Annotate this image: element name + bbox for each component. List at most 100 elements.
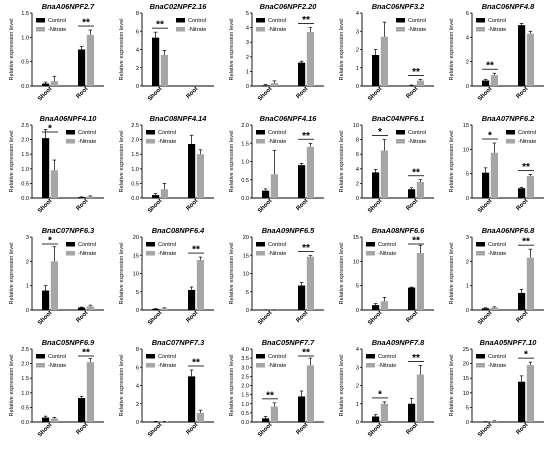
bar	[518, 381, 526, 422]
y-tick-label: 2	[136, 66, 139, 72]
legend-label: -Nitrate	[488, 363, 506, 369]
x-category-label: Root	[186, 310, 200, 324]
legend-swatch	[256, 251, 265, 256]
bar	[86, 306, 94, 310]
y-tick-label: 0	[26, 308, 29, 314]
x-category-label: Root	[76, 310, 90, 324]
legend-label: -Nitrate	[268, 27, 286, 33]
legend-label: -Nitrate	[378, 251, 396, 257]
bar	[160, 189, 168, 198]
bar	[490, 421, 498, 422]
x-category-label: Root	[516, 310, 530, 324]
x-category-label: Root	[186, 86, 200, 100]
y-tick-label: 25	[463, 347, 469, 353]
bar	[372, 305, 380, 310]
bar	[270, 174, 278, 198]
y-tick-label: 0.0	[21, 196, 29, 202]
legend-swatch	[66, 251, 75, 256]
significance-marker: *	[378, 389, 382, 400]
bar	[490, 307, 498, 310]
x-category-label: Shoot	[367, 198, 383, 214]
legend-label: Control	[268, 18, 286, 24]
chart-title: BnaC02NPF2.16	[150, 2, 208, 11]
chart-title: BnaC07NPF6.3	[42, 226, 95, 235]
y-tick-label: 3	[246, 40, 249, 46]
y-axis-label: Relative expression level	[449, 19, 455, 81]
y-tick-label: 15	[463, 376, 469, 382]
y-tick-label: 4	[356, 167, 359, 173]
y-tick-label: 15	[463, 123, 469, 129]
chart-title: BnaC08NPF6.4	[152, 226, 205, 235]
y-axis-label: Relative expression level	[449, 243, 455, 305]
chart-panel: BnaC06NPF4.8 Relative expression level 0 2 4…	[449, 2, 544, 102]
y-tick-label: 10	[353, 259, 359, 265]
bar	[416, 374, 424, 422]
bar	[78, 398, 86, 422]
y-tick-label: 4	[136, 48, 139, 54]
y-axis-label: Relative expression level	[119, 355, 125, 417]
bar	[262, 418, 270, 422]
significance-marker: **	[302, 131, 310, 142]
y-tick-label: 2.5	[131, 123, 139, 129]
y-tick-label: 2	[356, 384, 359, 390]
legend-swatch	[506, 130, 515, 135]
bar	[196, 412, 204, 422]
legend-swatch	[366, 354, 375, 359]
significance-marker: **	[156, 20, 164, 31]
bar	[526, 33, 534, 86]
bar	[482, 172, 490, 198]
significance-marker: **	[302, 348, 310, 359]
legend-swatch	[476, 354, 485, 359]
y-tick-label: 0.0	[241, 196, 249, 202]
x-category-label: Shoot	[147, 310, 163, 326]
y-tick-label: 10	[463, 391, 469, 397]
legend-label: -Nitrate	[378, 363, 396, 369]
y-tick-label: 1.5	[241, 141, 249, 147]
significance-marker: **	[302, 15, 310, 26]
y-tick-label: 0.0	[131, 196, 139, 202]
legend-swatch	[476, 242, 485, 247]
y-tick-label: 1.5	[21, 152, 29, 158]
bar	[306, 31, 314, 86]
chart-panel: BnaC04NPF6.1 Relative expression level 0 2 4…	[339, 114, 434, 214]
y-tick-label: 2	[466, 60, 469, 66]
y-tick-label: 1.0	[131, 167, 139, 173]
chart-panel: BnaC08NPF6.4 Relative expression level 0 5 1…	[119, 226, 214, 326]
legend-label: Control	[408, 18, 426, 24]
y-axis-label: Relative expression level	[339, 19, 345, 81]
y-tick-label: 8	[356, 138, 359, 144]
legend-label: -Nitrate	[268, 363, 286, 369]
legend-label: Control	[378, 242, 396, 248]
bar	[188, 289, 196, 310]
chart-panel: BnaA05NPF7.10 Relative expression level 0 5…	[449, 338, 544, 438]
y-tick-label: 1.5	[21, 376, 29, 382]
bar	[50, 170, 58, 198]
legend-label: -Nitrate	[158, 139, 176, 145]
chart-title: BnaC07NPF7.3	[152, 338, 205, 347]
legend-label: -Nitrate	[268, 251, 286, 257]
legend-label: -Nitrate	[488, 27, 506, 33]
legend-label: -Nitrate	[268, 139, 286, 145]
bar	[416, 80, 424, 86]
legend-swatch	[176, 27, 185, 32]
y-axis-label: Relative expression level	[449, 355, 455, 417]
bar	[78, 197, 86, 198]
bar	[490, 75, 498, 86]
bar	[196, 259, 204, 310]
legend-swatch	[476, 363, 485, 368]
bar	[50, 418, 58, 422]
y-tick-label: 2.5	[241, 374, 249, 380]
chart-panel: BnaC07NPF6.3 Relative expression level 0 1 2…	[9, 226, 104, 326]
x-category-label: Shoot	[477, 310, 493, 326]
y-tick-label: 0.0	[21, 420, 29, 426]
y-tick-label: 2.5	[21, 123, 29, 129]
legend-label: Control	[48, 354, 66, 360]
y-tick-label: 2	[246, 55, 249, 61]
x-category-label: Root	[76, 422, 90, 436]
y-axis-label: Relative expression level	[9, 131, 15, 193]
chart-title: BnaC04NPF6.1	[372, 114, 425, 123]
bar	[160, 54, 168, 86]
significance-marker: **	[486, 61, 494, 72]
significance-marker: **	[522, 162, 530, 173]
y-tick-label: 6	[136, 29, 139, 35]
